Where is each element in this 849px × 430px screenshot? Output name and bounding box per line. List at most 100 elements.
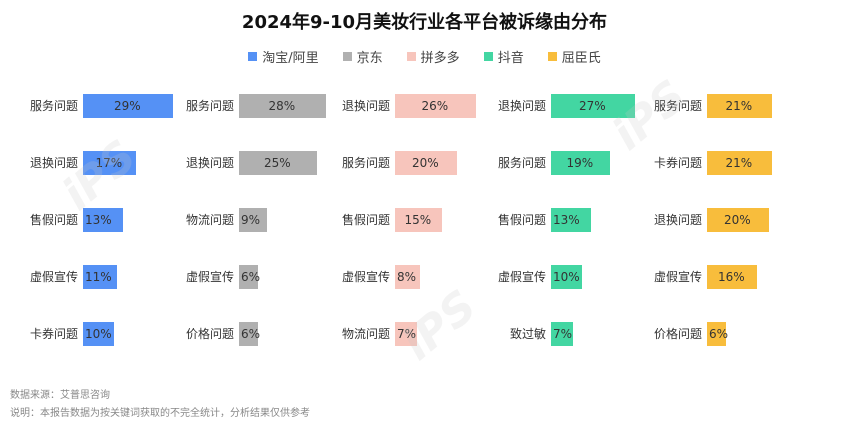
value-label: 17% [95,156,123,170]
bar [83,151,136,175]
value-label: 7% [397,327,417,341]
legend-swatch-watsons [547,52,557,61]
category-label: 退换问题 [653,213,702,227]
bar-row: 退换问题 26% [340,94,496,118]
value-label: 21% [725,156,753,170]
legend-label-douyin: 抖音 [497,51,524,66]
bar [395,322,417,346]
bar [83,208,123,232]
category-label: 售假问题 [497,213,546,227]
category-label: 退换问题 [497,99,546,113]
value-label: 16% [718,270,745,284]
category-label: 服务问题 [185,99,234,113]
category-label: 退换问题 [29,156,78,170]
value-label: 6% [709,327,729,341]
bar [551,151,610,175]
bar-row: 虚假宣传 8% [340,265,496,289]
legend-item-pdd: 拼多多 [406,47,460,66]
panel-3: 退换问题 27% 服务问题 19% 售假问题 13% 虚假宣传 10% 致过敏 7% [496,94,652,354]
category-label: 物流问题 [185,213,234,227]
legend-item-watsons: 屈臣氏 [547,47,601,66]
category-label: 服务问题 [29,99,78,113]
bar [239,151,317,175]
legend-label-watsons: 屈臣氏 [561,51,601,66]
value-label: 28% [268,99,296,113]
value-label: 6% [241,327,261,341]
value-label: 25% [264,156,291,170]
bar [707,322,726,346]
bar-row: 虚假宣传 11% [28,265,184,289]
value-label: 10% [553,270,580,284]
bar-row: 服务问题 21% [652,94,808,118]
category-label: 退换问题 [341,99,390,113]
legend-swatch-douyin [483,52,493,61]
category-label: 卡券问题 [653,156,702,170]
bar-row: 价格问题 6% [652,322,808,346]
category-label: 退换问题 [185,156,234,170]
value-label: 7% [553,327,573,341]
bar-row: 虚假宣传 16% [652,265,808,289]
category-label: 物流问题 [341,327,390,341]
legend-swatch-taobao [248,52,258,61]
bar-row: 退换问题 25% [184,151,340,175]
bar [395,94,476,118]
legend-item-taobao: 淘宝/阿里 [248,47,319,66]
category-label: 服务问题 [497,156,546,170]
bar-row: 退换问题 17% [28,151,184,175]
bar [551,94,635,118]
value-label: 20% [724,213,751,227]
footer-note: 说明：本报告数据为按关键词获取的不完全统计，分析结果仅供参考 [10,408,310,419]
value-label: 11% [85,270,112,284]
value-label: 27% [579,99,606,113]
category-label: 服务问题 [341,156,390,170]
value-label: 9% [241,213,261,227]
bar-row: 虚假宣传 10% [496,265,652,289]
category-label: 虚假宣传 [29,270,78,284]
legend-item-douyin: 抖音 [483,47,524,66]
bar-row: 服务问题 29% [28,94,184,118]
bar-row: 价格问题 6% [184,322,340,346]
bar [395,151,457,175]
chart-title: 2024年9-10月美妆行业各平台被诉缘由分布 [241,12,608,33]
value-label: 6% [241,270,261,284]
bar-row: 致过敏 7% [496,322,652,346]
value-label: 15% [404,213,432,227]
value-label: 13% [553,213,580,227]
bar [551,265,582,289]
category-label: 致过敏 [509,327,546,341]
panel-4: 服务问题 21% 卡券问题 21% 退换问题 20% 虚假宣传 16% 价格问题 6% [652,94,808,354]
bar-row: 服务问题 20% [340,151,496,175]
bar [83,322,114,346]
value-label: 8% [397,270,417,284]
bar-row: 虚假宣传 6% [184,265,340,289]
legend-label-jd: 京东 [356,51,383,66]
bar [239,208,267,232]
bar-row: 退换问题 27% [496,94,652,118]
category-label: 虚假宣传 [341,270,390,284]
bar [83,94,173,118]
category-label: 虚假宣传 [497,270,546,284]
category-label: 价格问题 [185,327,234,341]
chart-legend: 淘宝/阿里 京东 拼多多 抖音 屈臣氏 [0,47,849,66]
value-label: 26% [421,99,449,113]
bar-row: 售假问题 15% [340,208,496,232]
legend-label-pdd: 拼多多 [420,51,460,66]
bar-row: 退换问题 20% [652,208,808,232]
value-label: 29% [114,99,141,113]
bar [239,322,258,346]
bar [239,94,326,118]
footer-source: 数据来源：艾普思咨询 [10,390,110,401]
category-label: 卡券问题 [29,327,78,341]
panel-2: 退换问题 26% 服务问题 20% 售假问题 15% 虚假宣传 8% 物流问题 7% [340,94,496,354]
legend-swatch-pdd [406,52,416,61]
category-label: 售假问题 [29,213,78,227]
bar [707,208,769,232]
value-label: 21% [725,99,753,113]
panel-0: 服务问题 29% 退换问题 17% 售假问题 13% 虚假宣传 11% 卡券问题 10% [28,94,184,354]
category-label: 虚假宣传 [185,270,234,284]
bar-row: 服务问题 28% [184,94,340,118]
bar-row: 物流问题 7% [340,322,496,346]
legend-swatch-jd [342,52,352,61]
bar [239,265,258,289]
bar-row: 售假问题 13% [28,208,184,232]
